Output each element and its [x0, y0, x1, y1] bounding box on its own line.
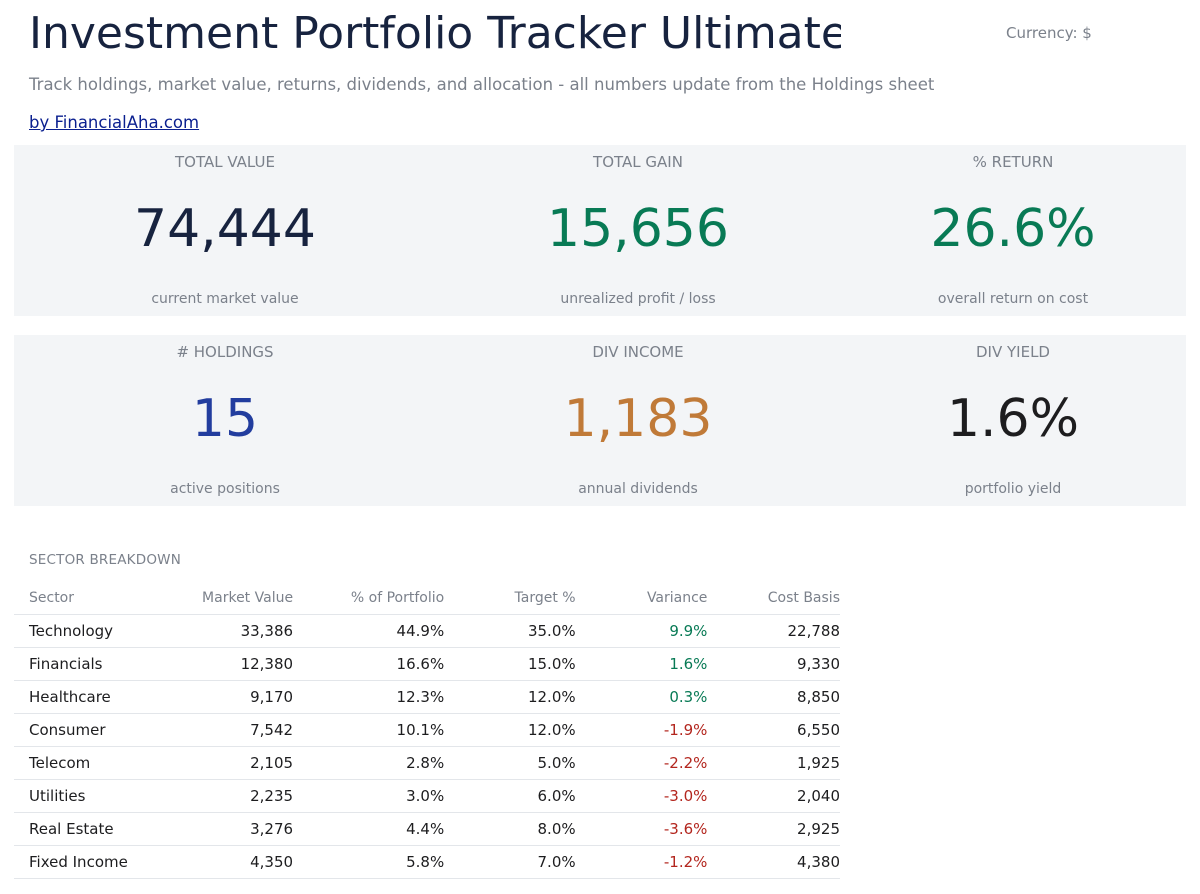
cell-pct-portfolio: 5.8% [293, 845, 445, 879]
column-header-market-value: Market Value [147, 582, 294, 615]
kpi-caption: current market value [151, 291, 299, 307]
kpi-value: 15 [191, 389, 259, 449]
kpi-caption: portfolio yield [964, 481, 1062, 497]
cell-target: 6.0% [444, 779, 576, 813]
kpi-label: % RETURN [972, 153, 1054, 171]
cell-market-value: 2,235 [147, 779, 294, 813]
column-header-sector: Sector [14, 582, 148, 615]
cell-variance: -1.9% [575, 713, 708, 747]
kpi-caption: annual dividends [578, 481, 698, 497]
cell-market-value: 2,105 [147, 746, 294, 780]
cell-pct-portfolio: 3.0% [293, 779, 445, 813]
kpi-band-performance: TOTAL VALUE 74,444 current market value … [14, 145, 1186, 316]
table-row: Fixed Income 4,350 5.8% 7.0% -1.2% 4,380 [14, 845, 840, 879]
kpi-caption: active positions [170, 481, 280, 497]
section-title: SECTOR BREAKDOWN [29, 552, 181, 568]
cell-cost-basis: 2,040 [707, 779, 840, 813]
table-header-row: Sector Market Value % of Portfolio Targe… [14, 582, 840, 615]
cell-market-value: 7,542 [147, 713, 294, 747]
cell-variance: 1.6% [575, 647, 708, 681]
cell-pct-portfolio: 12.3% [293, 680, 445, 714]
cell-variance: -1.2% [575, 845, 708, 879]
cell-market-value: 33,386 [147, 614, 294, 648]
kpi-value: 1,183 [563, 389, 713, 449]
table-row: Healthcare 9,170 12.3% 12.0% 0.3% 8,850 [14, 680, 840, 714]
sector-breakdown-table: Sector Market Value % of Portfolio Targe… [14, 582, 840, 879]
cell-cost-basis: 1,925 [707, 746, 840, 780]
kpi-band-income: # HOLDINGS 15 active positions DIV INCOM… [14, 335, 1186, 506]
kpi-value: 15,656 [547, 199, 729, 259]
cell-market-value: 9,170 [147, 680, 294, 714]
page-subtitle: Track holdings, market value, returns, d… [29, 75, 935, 94]
kpi-label: DIV INCOME [592, 343, 684, 361]
kpi-caption: overall return on cost [937, 291, 1089, 307]
kpi-label: DIV YIELD [976, 343, 1050, 361]
kpi-value: 1.6% [946, 389, 1080, 449]
cell-variance: -3.0% [575, 779, 708, 813]
table-row: Consumer 7,542 10.1% 12.0% -1.9% 6,550 [14, 713, 840, 747]
column-header-cost-basis: Cost Basis [707, 582, 840, 615]
cell-sector: Telecom [14, 746, 148, 780]
cell-sector: Real Estate [14, 812, 148, 846]
cell-target: 15.0% [444, 647, 576, 681]
kpi-label: TOTAL GAIN [593, 153, 683, 171]
cell-market-value: 4,350 [147, 845, 294, 879]
kpi-holdings: # HOLDINGS 15 active positions [25, 335, 425, 506]
byline-link[interactable]: by FinancialAha.com [29, 113, 200, 132]
cell-variance: 9.9% [575, 614, 708, 648]
cell-cost-basis: 6,550 [707, 713, 840, 747]
cell-variance: -3.6% [575, 812, 708, 846]
cell-target: 35.0% [444, 614, 576, 648]
cell-target: 8.0% [444, 812, 576, 846]
cell-sector: Fixed Income [14, 845, 148, 879]
cell-sector: Healthcare [14, 680, 148, 714]
page-title: Investment Portfolio Tracker Ultimate [29, 8, 841, 59]
column-header-target: Target % [444, 582, 576, 615]
cell-target: 12.0% [444, 680, 576, 714]
currency-label: Currency: $ [1006, 24, 1092, 42]
kpi-caption: unrealized profit / loss [560, 291, 716, 307]
table-row: Utilities 2,235 3.0% 6.0% -3.0% 2,040 [14, 779, 840, 813]
cell-target: 7.0% [444, 845, 576, 879]
kpi-div-income: DIV INCOME 1,183 annual dividends [438, 335, 838, 506]
cell-pct-portfolio: 4.4% [293, 812, 445, 846]
cell-cost-basis: 8,850 [707, 680, 840, 714]
table-row: Telecom 2,105 2.8% 5.0% -2.2% 1,925 [14, 746, 840, 780]
cell-market-value: 12,380 [147, 647, 294, 681]
cell-pct-portfolio: 44.9% [293, 614, 445, 648]
cell-cost-basis: 2,925 [707, 812, 840, 846]
column-header-variance: Variance [575, 582, 708, 615]
cell-market-value: 3,276 [147, 812, 294, 846]
kpi-total-value: TOTAL VALUE 74,444 current market value [25, 145, 425, 316]
kpi-total-gain: TOTAL GAIN 15,656 unrealized profit / lo… [438, 145, 838, 316]
cell-cost-basis: 4,380 [707, 845, 840, 879]
cell-sector: Financials [14, 647, 148, 681]
cell-variance: -2.2% [575, 746, 708, 780]
kpi-value: 74,444 [134, 199, 316, 259]
cell-pct-portfolio: 16.6% [293, 647, 445, 681]
cell-cost-basis: 9,330 [707, 647, 840, 681]
column-header-pct-portfolio: % of Portfolio [293, 582, 445, 615]
cell-sector: Technology [14, 614, 148, 648]
kpi-div-yield: DIV YIELD 1.6% portfolio yield [813, 335, 1200, 506]
table-row: Financials 12,380 16.6% 15.0% 1.6% 9,330 [14, 647, 840, 681]
cell-sector: Utilities [14, 779, 148, 813]
cell-sector: Consumer [14, 713, 148, 747]
table-row: Real Estate 3,276 4.4% 8.0% -3.6% 2,925 [14, 812, 840, 846]
cell-pct-portfolio: 10.1% [293, 713, 445, 747]
cell-target: 5.0% [444, 746, 576, 780]
kpi-percent-return: % RETURN 26.6% overall return on cost [813, 145, 1200, 316]
cell-target: 12.0% [444, 713, 576, 747]
table-row: Technology 33,386 44.9% 35.0% 9.9% 22,78… [14, 614, 840, 648]
cell-pct-portfolio: 2.8% [293, 746, 445, 780]
cell-cost-basis: 22,788 [707, 614, 840, 648]
kpi-label: TOTAL VALUE [175, 153, 275, 171]
kpi-value: 26.6% [930, 199, 1096, 259]
kpi-label: # HOLDINGS [176, 343, 274, 361]
cell-variance: 0.3% [575, 680, 708, 714]
